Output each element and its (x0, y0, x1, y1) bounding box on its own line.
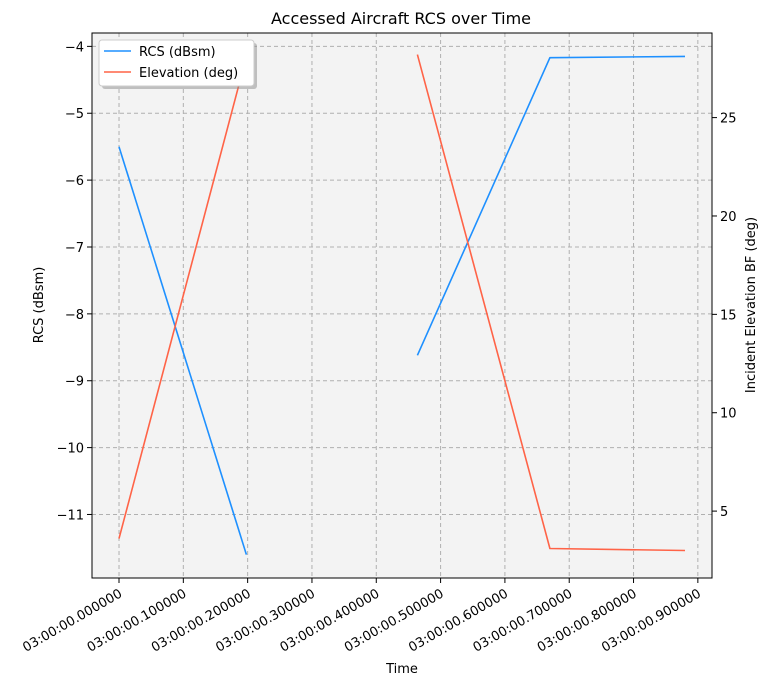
legend-label: Elevation (deg) (139, 66, 238, 81)
y2-axis-label: Incident Elevation BF (deg) (744, 217, 759, 393)
y-tick-label: −7 (65, 241, 84, 256)
grid-layer (92, 33, 712, 578)
y-tick-label: −10 (57, 442, 84, 457)
y-tick-label: −9 (65, 375, 84, 390)
y-tick-label: −8 (65, 308, 84, 323)
y2-tick-label: 25 (720, 112, 737, 127)
y-axis-label: RCS (dBsm) (32, 267, 47, 344)
legend-label: RCS (dBsm) (139, 45, 216, 60)
series-rcs-line-segment-1 (118, 146, 248, 555)
y2-tick-label: 15 (720, 308, 737, 323)
series-rcs-line-segment-2 (416, 55, 686, 356)
series-elevation-line-segment-1 (118, 56, 248, 539)
legend-box (98, 39, 255, 87)
y2-tick-label: 20 (720, 210, 737, 225)
series-elevation-line-segment-2 (416, 54, 686, 552)
y-tick-label: −5 (65, 107, 84, 122)
series-layer (118, 54, 686, 555)
plot-area (92, 33, 712, 578)
y2-tick-label: 5 (720, 505, 728, 520)
chart-title: Accessed Aircraft RCS over Time (271, 9, 531, 28)
x-axis-label: Time (385, 662, 418, 677)
y-tick-label: −6 (65, 174, 84, 189)
plot-frame (91, 32, 713, 579)
legend: RCS (dBsm) Elevation (deg) (98, 39, 257, 89)
y-tick-label: −11 (57, 508, 84, 523)
y2-tick-label: 10 (720, 407, 737, 422)
y-tick-label: −4 (65, 40, 84, 55)
